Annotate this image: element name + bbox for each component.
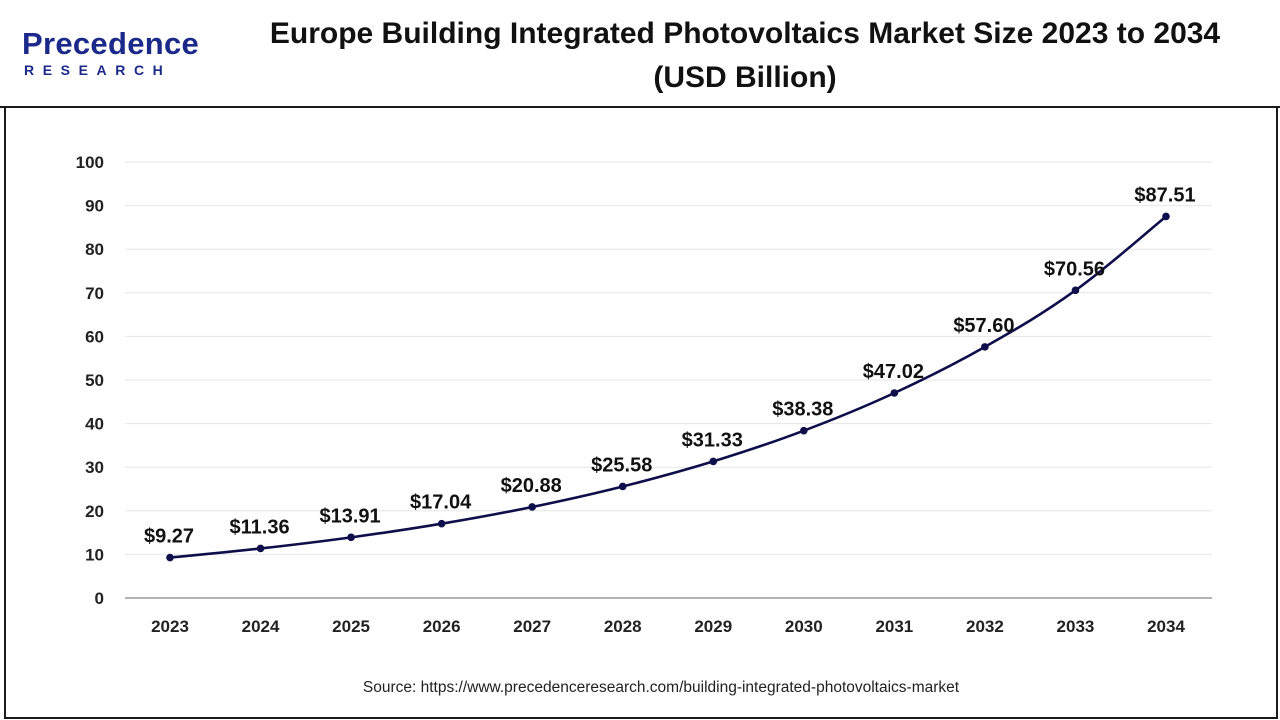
x-tick-label: 2025 bbox=[332, 617, 370, 636]
x-tick-label: 2031 bbox=[875, 617, 913, 636]
y-tick-label: 10 bbox=[85, 545, 104, 564]
x-tick-label: 2026 bbox=[423, 617, 461, 636]
y-tick-label: 90 bbox=[85, 197, 104, 216]
data-point bbox=[528, 503, 536, 511]
data-point bbox=[800, 426, 808, 435]
data-label: $57.60 bbox=[953, 315, 1014, 337]
chart-title: Europe Building Integrated Photovoltaics… bbox=[215, 12, 1275, 100]
data-point bbox=[437, 519, 446, 528]
data-label: $25.58 bbox=[591, 454, 652, 476]
data-label: $38.38 bbox=[772, 399, 833, 421]
chart-title-line2: (USD Billion) bbox=[653, 61, 837, 94]
series-line bbox=[169, 215, 1167, 559]
x-tick-label: 2030 bbox=[785, 617, 823, 636]
data-label: $13.91 bbox=[320, 505, 381, 527]
data-point bbox=[1162, 212, 1170, 221]
data-label: $17.04 bbox=[410, 492, 472, 514]
brand-subtitle: RESEARCH bbox=[24, 62, 172, 78]
data-label: $70.56 bbox=[1044, 258, 1105, 280]
x-tick-label: 2032 bbox=[966, 617, 1004, 636]
data-label: $31.33 bbox=[682, 429, 743, 451]
chart-title-line1: Europe Building Integrated Photovoltaics… bbox=[269, 17, 1221, 50]
source-note: Source: https://www.precedenceresearch.c… bbox=[362, 679, 960, 696]
y-tick-label: 50 bbox=[85, 371, 104, 390]
y-tick-label: 80 bbox=[85, 240, 104, 259]
y-tick-label: 40 bbox=[85, 415, 104, 434]
data-point bbox=[709, 457, 718, 466]
data-label: $20.88 bbox=[501, 475, 562, 497]
x-tick-label: 2028 bbox=[604, 617, 642, 636]
data-point bbox=[347, 533, 355, 542]
data-label: $47.02 bbox=[863, 361, 924, 383]
data-label: $87.51 bbox=[1134, 184, 1195, 206]
y-tick-label: 30 bbox=[85, 458, 104, 477]
chart-frame bbox=[4, 107, 1278, 719]
x-tick-label: 2034 bbox=[1147, 617, 1185, 636]
x-tick-label: 2024 bbox=[242, 617, 280, 636]
header-divider bbox=[0, 106, 1280, 108]
y-tick-label: 100 bbox=[76, 153, 104, 172]
x-tick-label: 2023 bbox=[151, 617, 189, 636]
brand-logo: Precedence RESEARCH bbox=[22, 26, 212, 86]
y-tick-label: 0 bbox=[95, 589, 104, 608]
y-tick-label: 60 bbox=[85, 327, 104, 346]
data-point bbox=[890, 389, 899, 397]
data-point bbox=[256, 544, 265, 553]
x-tick-label: 2027 bbox=[513, 617, 551, 636]
y-tick-label: 20 bbox=[85, 502, 104, 521]
brand-name: Precedence bbox=[22, 26, 200, 61]
x-tick-label: 2029 bbox=[694, 617, 732, 636]
data-point bbox=[166, 553, 174, 562]
data-label: $9.27 bbox=[144, 526, 194, 548]
x-tick-label: 2033 bbox=[1057, 617, 1095, 636]
data-label: $11.36 bbox=[230, 516, 290, 538]
data-point bbox=[618, 482, 627, 491]
data-point bbox=[981, 343, 989, 351]
y-tick-label: 70 bbox=[85, 284, 104, 303]
data-point bbox=[1071, 286, 1080, 295]
